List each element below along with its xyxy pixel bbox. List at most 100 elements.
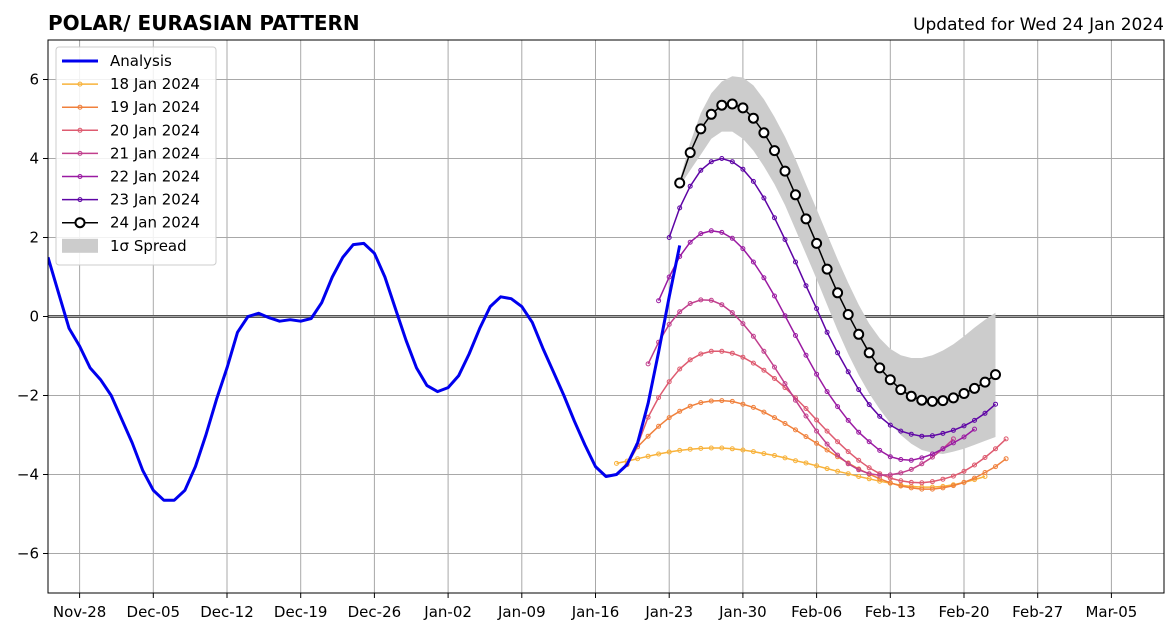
forecast-point — [666, 415, 672, 421]
forecast-point — [845, 449, 851, 455]
legend-entry: 20 Jan 2024 — [62, 121, 200, 139]
forecast-point — [982, 455, 988, 460]
forecast-point — [645, 453, 651, 459]
forecast-point — [740, 447, 746, 453]
forecast-point — [845, 471, 851, 477]
forecast-point — [950, 473, 956, 479]
forecast-current-point — [821, 263, 833, 275]
y-tick-label: −6 — [17, 545, 39, 563]
forecast-point — [729, 446, 735, 452]
spread-area — [679, 76, 996, 455]
forecast-point — [645, 414, 651, 420]
forecast-point — [782, 237, 788, 242]
forecast-point — [866, 465, 872, 471]
forecast-point — [887, 454, 893, 460]
forecast-current-point — [895, 384, 907, 396]
forecast-point — [772, 415, 777, 421]
legend-marker — [77, 174, 83, 179]
forecast-point — [656, 395, 662, 400]
x-tick-label: Feb-27 — [1012, 603, 1063, 621]
forecast-current-point — [684, 147, 696, 159]
forecast-series-22-jan-2024 — [656, 228, 977, 463]
forecast-point — [972, 417, 977, 423]
forecast-point — [740, 354, 746, 360]
forecast-point — [719, 348, 725, 354]
forecast-point — [835, 468, 841, 474]
forecast-point — [824, 441, 830, 447]
forecast-point — [761, 409, 767, 415]
forecast-point — [750, 178, 756, 184]
forecast-point — [708, 297, 714, 303]
legend: Analysis 18 Jan 2024 19 Jan 2024 20 Jan 202… — [55, 46, 217, 266]
forecast-point — [740, 401, 746, 407]
forecast-current-point — [990, 369, 1001, 381]
forecast-current-point — [884, 374, 896, 386]
forecast-point — [814, 428, 820, 434]
forecast-point — [929, 479, 935, 485]
forecast-point — [993, 464, 998, 470]
forecast-line — [626, 399, 1007, 490]
forecast-point — [1003, 456, 1009, 462]
forecast-point — [940, 485, 946, 491]
forecast-point — [814, 463, 820, 469]
legend-label: 18 Jan 2024 — [110, 75, 200, 93]
x-axis: Nov-28 Dec-05 Dec-12 Dec-19 Dec-26 Jan-02 Jan-… — [53, 593, 1137, 621]
forecast-point — [656, 298, 662, 304]
legend-label: 23 Jan 2024 — [110, 191, 200, 209]
legend-label: 1σ Spread — [110, 237, 187, 255]
forecast-point — [740, 321, 746, 327]
forecast-point — [750, 360, 756, 366]
forecast-point — [698, 445, 704, 451]
forecast-current-point — [874, 362, 886, 374]
forecast-current-point — [969, 382, 980, 394]
forecast-point — [708, 159, 714, 165]
forecast-point — [750, 449, 756, 455]
forecast-point — [687, 446, 693, 452]
forecast-point — [898, 470, 904, 476]
forecast-point — [782, 313, 788, 319]
analysis-line — [48, 241, 682, 502]
forecast-point — [740, 246, 746, 252]
x-tick-label: Jan-02 — [423, 603, 472, 621]
forecast-point — [814, 417, 820, 423]
y-tick-label: −2 — [17, 387, 39, 405]
chart-subtitle: Updated for Wed 24 Jan 2024 — [913, 15, 1164, 35]
x-tick-label: Mar-05 — [1085, 603, 1137, 621]
forecast-point — [1003, 436, 1009, 442]
forecast-point — [656, 423, 662, 429]
forecast-series-23-jan-2024 — [666, 156, 998, 439]
forecast-series-20-jan-2024 — [635, 348, 1009, 486]
forecast-point — [782, 455, 788, 461]
legend-marker — [77, 197, 83, 203]
legend-entry: 21 Jan 2024 — [62, 144, 200, 162]
forecast-point — [856, 474, 862, 479]
forecast-point — [708, 398, 714, 404]
x-tick-label: Jan-23 — [644, 603, 693, 621]
forecast-point — [972, 475, 977, 481]
y-tick-label: 6 — [29, 71, 39, 89]
forecast-point — [919, 480, 925, 486]
forecast-point — [803, 460, 809, 466]
forecast-point — [719, 302, 725, 308]
forecast-point — [645, 433, 651, 439]
forecast-point — [929, 433, 935, 439]
forecast-point — [908, 431, 914, 437]
legend-entry: 1σ Spread — [62, 237, 187, 255]
y-axis: −6 −4 −2 0 2 4 6 — [17, 71, 48, 563]
forecast-point — [919, 455, 925, 461]
forecast-current-point — [842, 309, 854, 320]
chart-title: POLAR/ EURASIAN PATTERN — [48, 11, 360, 35]
forecast-point — [950, 427, 956, 433]
forecast-current-point — [937, 395, 949, 407]
forecast-current-point — [863, 347, 875, 359]
forecast-point — [719, 229, 725, 235]
forecast-point — [793, 458, 798, 464]
forecast-point — [940, 476, 946, 482]
forecast-point — [687, 301, 693, 306]
forecast-point — [793, 427, 798, 433]
forecast-point — [961, 479, 967, 485]
forecast-point — [677, 447, 683, 453]
forecast-point — [708, 348, 714, 354]
forecast-point — [645, 361, 651, 367]
legend-label: 22 Jan 2024 — [110, 168, 200, 186]
